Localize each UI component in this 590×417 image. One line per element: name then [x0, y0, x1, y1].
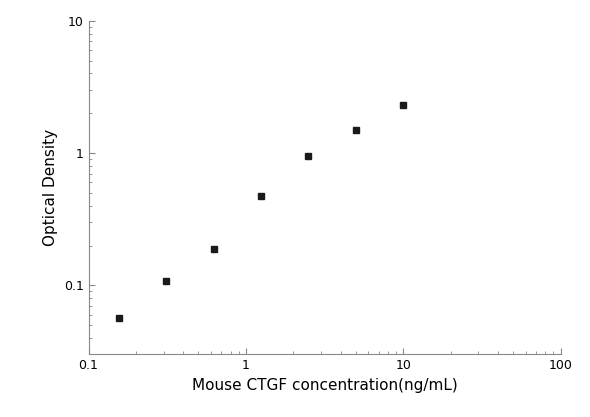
X-axis label: Mouse CTGF concentration(ng/mL): Mouse CTGF concentration(ng/mL): [192, 378, 457, 393]
Y-axis label: Optical Density: Optical Density: [43, 129, 58, 246]
